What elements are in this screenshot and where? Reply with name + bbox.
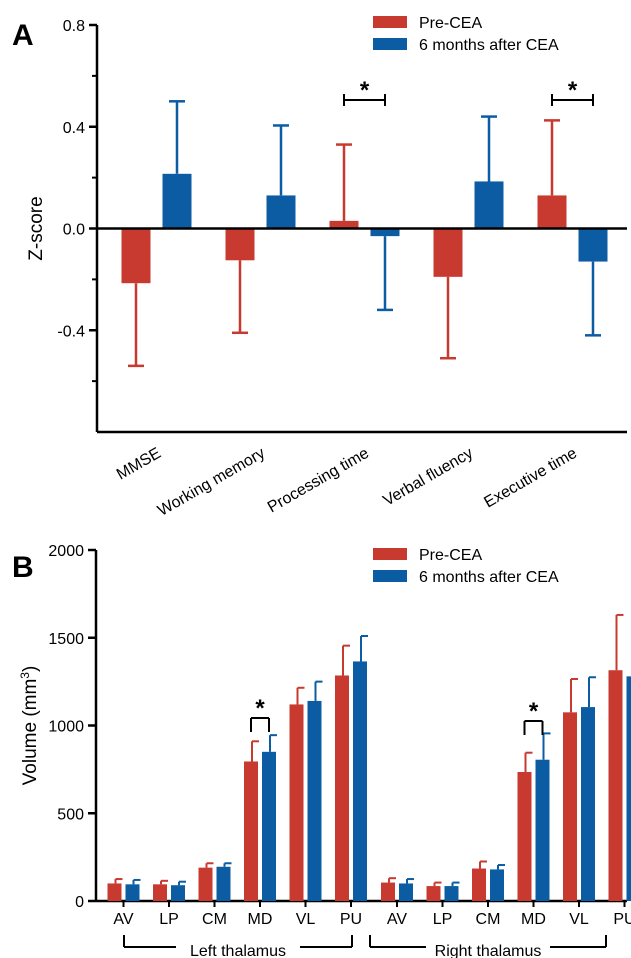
significance-star: * <box>529 698 539 725</box>
legend-swatch-2 <box>373 570 407 582</box>
x-tick-label: CM <box>476 911 501 928</box>
x-tick-label: MD <box>248 911 273 928</box>
legend-swatch-2 <box>373 38 407 50</box>
y-tick-label: 500 <box>57 806 84 823</box>
bar-post <box>626 676 631 901</box>
x-tick-label: Executive time <box>481 445 580 512</box>
bar-pre <box>107 883 122 901</box>
bar-post <box>490 869 504 901</box>
y-tick-label: 0.8 <box>63 18 85 35</box>
bar-pre <box>381 882 395 901</box>
significance-star: * <box>255 695 265 722</box>
y-axis-title: Z-score <box>26 196 47 260</box>
bar-post <box>262 751 276 901</box>
significance-star: * <box>360 77 370 104</box>
x-tick-label: CM <box>202 911 227 928</box>
y-tick-label: 0.0 <box>63 222 85 239</box>
x-tick-label: Working memory <box>155 445 268 520</box>
bar-post <box>578 228 608 262</box>
x-tick-label: Processing time <box>265 445 372 517</box>
x-tick-label: LP <box>433 911 453 928</box>
bar-pre <box>153 884 167 901</box>
bar-post <box>171 885 185 901</box>
bar-post <box>581 707 595 901</box>
x-tick-label: AV <box>113 911 133 928</box>
legend-label-1: Pre-CEA <box>419 547 482 564</box>
bar-pre <box>121 228 151 284</box>
legend-swatch-1 <box>373 16 407 28</box>
legend-label-1: Pre-CEA <box>419 15 482 32</box>
x-tick-label: PU <box>613 911 631 928</box>
bar-post <box>266 195 296 229</box>
legend-label-2: 6 months after CEA <box>419 37 559 54</box>
x-tick-label: PU <box>340 911 362 928</box>
panel-letter-b: B <box>12 551 34 584</box>
bar-pre <box>198 867 213 901</box>
bar-pre <box>335 675 349 901</box>
bar-post <box>162 173 192 229</box>
group-label: Right thalamus <box>435 943 542 958</box>
bar-pre <box>537 195 567 229</box>
y-tick-label: -0.4 <box>57 323 85 340</box>
bar-post <box>399 883 413 901</box>
x-tick-label: LP <box>159 911 179 928</box>
bar-pre <box>244 761 258 901</box>
bar-post <box>307 700 322 901</box>
bar-post <box>125 884 140 901</box>
x-tick-label: AV <box>387 911 407 928</box>
x-tick-label: VL <box>569 911 589 928</box>
panel-b: B 2000 1500 1000 500 0 Volume (mm3) AV LP CM MD VL P… <box>12 543 631 958</box>
x-tick-label: VL <box>296 911 316 928</box>
y-tick-label: 0.4 <box>63 120 85 137</box>
bar-pre <box>517 772 532 901</box>
significance-star: * <box>568 77 578 104</box>
y-axis-title-main: Volume (mm <box>20 679 41 786</box>
bar-post <box>535 759 550 901</box>
legend-label-2: 6 months after CEA <box>419 569 559 586</box>
bar-pre <box>426 886 441 901</box>
bar-pre <box>433 228 463 277</box>
bar-post <box>444 886 459 901</box>
bar-post <box>216 866 231 901</box>
bar-post <box>370 228 400 237</box>
y-axis-title: Volume (mm3) <box>18 666 41 786</box>
y-axis-title-close: ) <box>20 666 41 672</box>
y-tick-label: 1500 <box>48 631 84 648</box>
bar-pre <box>329 220 359 229</box>
bar-pre <box>289 704 304 901</box>
y-tick-label: 1000 <box>48 719 84 736</box>
x-tick-label: MMSE <box>114 445 164 484</box>
y-tick-label: 2000 <box>48 543 84 560</box>
x-tick-label: Verbal fluency <box>380 445 476 510</box>
y-tick-label: 0 <box>75 894 84 911</box>
bar-pre <box>608 670 623 901</box>
bar-pre <box>563 712 577 901</box>
bar-pre <box>225 228 255 261</box>
x-tick-label: MD <box>521 911 546 928</box>
bar-pre <box>472 868 486 901</box>
bar-post <box>474 181 504 229</box>
panel-letter-a: A <box>12 19 34 52</box>
group-label: Left thalamus <box>190 943 286 958</box>
bar-post <box>353 661 367 901</box>
legend-swatch-1 <box>373 548 407 560</box>
y-axis-title-sup: 3 <box>18 672 32 679</box>
